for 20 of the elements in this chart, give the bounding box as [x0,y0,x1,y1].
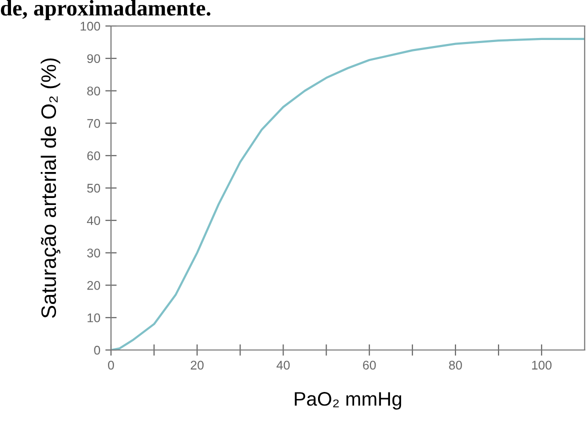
y-tick-label: 20 [87,281,100,290]
y-tick-label: 90 [87,54,100,64]
y-tick-label: 40 [86,216,100,226]
y-tick-label: 30 [87,248,100,258]
x-tick-label: 20 [190,360,204,370]
y-tick-label: 70 [87,119,100,128]
text: de, aproximadamente. [0,0,210,20]
x-tick-label: 0 [108,360,114,370]
y-tick-label: 80 [87,86,100,96]
x-tick-label: 60 [363,360,376,370]
y-axis-title: Saturação arterial de O₂ (%) [40,58,60,318]
x-tick-label: 40 [276,360,290,370]
x-tick-label: 80 [449,360,462,370]
y-tick-label: 10 [88,313,100,322]
y-tick-label: 0 [94,346,100,355]
y-tick-label: 50 [87,184,100,193]
x-tick-label: 100 [532,360,552,370]
y-tick-label: 60 [87,151,100,160]
y-tick-label: 100 [80,22,100,31]
x-axis-title: PaO₂ mmHg [294,392,402,410]
